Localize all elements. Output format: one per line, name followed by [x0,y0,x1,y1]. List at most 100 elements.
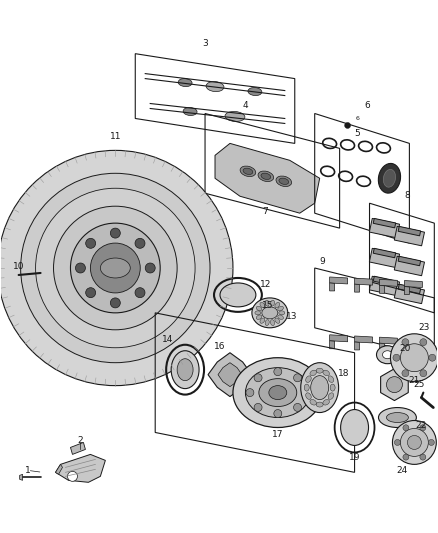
Ellipse shape [328,376,334,382]
Circle shape [110,298,120,308]
Ellipse shape [383,169,396,187]
Circle shape [393,354,400,361]
Circle shape [35,188,195,348]
Ellipse shape [341,409,368,446]
Ellipse shape [225,111,245,122]
Ellipse shape [278,306,283,311]
Text: 1: 1 [25,466,31,475]
Text: 9: 9 [320,256,325,265]
Circle shape [402,338,409,346]
Circle shape [395,439,400,446]
Text: 17: 17 [272,430,283,439]
Ellipse shape [100,258,130,278]
Ellipse shape [275,302,280,308]
Text: 4: 4 [242,101,248,110]
Polygon shape [56,464,63,474]
Polygon shape [404,287,410,295]
Polygon shape [208,353,252,397]
Ellipse shape [270,300,275,306]
Ellipse shape [279,311,285,315]
Polygon shape [394,256,424,276]
Ellipse shape [276,176,292,187]
Circle shape [293,374,301,382]
Polygon shape [355,278,372,285]
Polygon shape [330,335,348,342]
Ellipse shape [261,173,271,180]
Ellipse shape [269,385,287,400]
Circle shape [0,150,233,385]
Polygon shape [355,342,360,350]
Circle shape [403,425,409,431]
Circle shape [75,263,85,273]
Polygon shape [394,227,424,246]
Ellipse shape [301,362,339,413]
Text: 24: 24 [397,466,408,475]
Ellipse shape [323,400,329,405]
Ellipse shape [260,318,265,324]
Ellipse shape [240,166,256,176]
Ellipse shape [248,87,262,95]
Circle shape [246,389,254,397]
Ellipse shape [178,78,192,86]
Circle shape [254,374,262,382]
Polygon shape [398,284,420,294]
Text: 14: 14 [162,335,173,344]
Circle shape [145,263,155,273]
Text: 25: 25 [413,380,425,389]
Ellipse shape [323,370,329,376]
Text: 5: 5 [355,129,360,138]
Ellipse shape [275,318,280,324]
Text: 3: 3 [202,39,208,48]
Ellipse shape [382,351,392,359]
Ellipse shape [378,408,417,427]
Ellipse shape [265,300,269,306]
Polygon shape [218,362,242,386]
Polygon shape [373,248,396,258]
Circle shape [254,403,262,411]
Ellipse shape [278,315,283,319]
Ellipse shape [378,164,401,193]
Ellipse shape [245,368,310,417]
Ellipse shape [386,413,408,423]
Circle shape [420,425,426,431]
Circle shape [86,238,95,248]
Circle shape [135,288,145,297]
Polygon shape [394,284,424,304]
Text: 20: 20 [400,344,411,353]
Polygon shape [379,279,397,286]
Polygon shape [379,343,385,351]
Circle shape [420,338,427,346]
Ellipse shape [316,368,323,373]
Text: 19: 19 [349,453,360,462]
Ellipse shape [316,402,323,407]
Ellipse shape [262,307,278,319]
Polygon shape [369,248,399,268]
Text: 18: 18 [338,369,350,378]
Ellipse shape [233,358,323,427]
Ellipse shape [171,351,199,389]
Ellipse shape [243,168,253,174]
Ellipse shape [256,315,262,319]
Polygon shape [56,455,106,482]
Polygon shape [330,277,348,284]
Polygon shape [398,256,420,266]
Polygon shape [330,283,335,291]
Ellipse shape [183,108,197,116]
Polygon shape [355,336,372,343]
Polygon shape [373,276,396,286]
Ellipse shape [306,376,311,382]
Polygon shape [71,442,85,455]
Ellipse shape [260,302,265,308]
Polygon shape [404,280,422,287]
Circle shape [345,123,350,128]
Ellipse shape [256,306,262,311]
Ellipse shape [252,298,288,328]
Text: 15: 15 [262,301,274,310]
Text: 23: 23 [419,324,430,332]
Circle shape [420,454,426,460]
Circle shape [274,368,282,376]
Circle shape [403,454,409,460]
Circle shape [400,344,428,372]
Polygon shape [379,337,397,344]
Ellipse shape [255,311,261,315]
